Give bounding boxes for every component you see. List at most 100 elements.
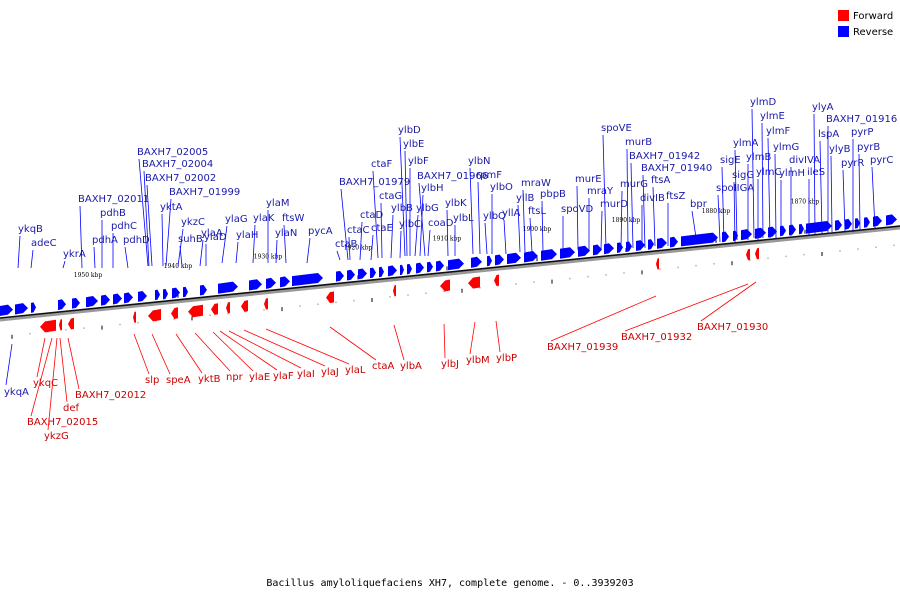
- reverse-gene-arrow: [855, 218, 860, 229]
- scale-label: 1880 kbp: [702, 208, 731, 215]
- forward-gene-label: def: [63, 403, 80, 414]
- reverse-gene-leader: [390, 214, 394, 259]
- reverse-gene-arrow: [593, 244, 602, 256]
- reverse-gene-leader: [275, 239, 278, 264]
- reverse-gene-leader: [522, 189, 526, 253]
- forward-gene-label: ylbA: [400, 361, 422, 372]
- scale-label: 1900 kbp: [523, 226, 552, 233]
- reverse-gene-label: suhB: [178, 234, 203, 245]
- reverse-gene-arrow: [336, 270, 344, 282]
- legend-reverse: Reverse: [838, 26, 893, 38]
- reverse-gene-leader: [734, 149, 738, 241]
- reverse-gene-label: ylbB: [391, 203, 413, 214]
- reverse-gene-arrow: [636, 240, 645, 252]
- reverse-gene-arrow: [495, 254, 504, 266]
- forward-gene-leader: [393, 324, 405, 361]
- reverse-gene-leader: [340, 188, 349, 261]
- forward-gene-leader: [47, 337, 58, 431]
- reverse-gene-arrow: [388, 265, 397, 277]
- reverse-gene-leader: [541, 200, 544, 253]
- reverse-gene-label: ylaH: [236, 230, 258, 241]
- reverse-gene-label: ftsZ: [666, 191, 685, 202]
- reverse-gene-label: ylmE: [760, 111, 785, 122]
- reverse-gene-leader: [842, 169, 846, 233]
- forward-gene-leader: [228, 330, 302, 369]
- legend-forward-label: Forward: [853, 11, 894, 22]
- forward-gene-arrow: [59, 319, 62, 331]
- reverse-gene-arrow: [370, 267, 376, 279]
- forward-gene-leader: [175, 333, 203, 374]
- reverse-gene-arrow: [648, 239, 654, 250]
- forward-gene-arrow: [188, 304, 203, 318]
- reverse-gene-label: ylmF: [766, 126, 790, 137]
- reverse-gene-arrow: [873, 215, 882, 227]
- forward-gene-label: speA: [166, 375, 191, 386]
- reverse-gene-leader: [372, 170, 379, 259]
- reverse-gene-leader: [146, 184, 153, 267]
- forward-gene-arrow: [468, 276, 480, 289]
- reverse-gene-label: pdhB: [100, 208, 126, 219]
- reverse-gene-arrow: [835, 219, 842, 231]
- reverse-gene-label: ylbH: [421, 183, 444, 194]
- reverse-gene-leader: [161, 213, 164, 267]
- reverse-gene-leader: [124, 246, 129, 269]
- reverse-gene-arrow: [163, 288, 168, 300]
- reverse-gene-arrow: [436, 260, 444, 272]
- reverse-gene-leader: [652, 186, 656, 247]
- reverse-gene-label: BAXH7_01940: [641, 163, 712, 174]
- reverse-gene-leader: [600, 210, 603, 251]
- reverse-gene-label: divIVA: [789, 155, 820, 166]
- forward-gene-leader: [495, 320, 501, 353]
- reverse-gene-arrow: [249, 279, 262, 291]
- reverse-gene-leader: [484, 222, 488, 255]
- reverse-gene-label: ctaF: [371, 159, 393, 170]
- reverse-gene-label: mraW: [521, 178, 551, 189]
- reverse-gene-leader: [576, 185, 579, 251]
- reverse-gene-arrow: [155, 289, 160, 301]
- reverse-gene-leader: [370, 234, 374, 261]
- forward-gene-label: BAXH7_02012: [75, 390, 146, 401]
- reverse-gene-label: adeC: [31, 238, 57, 249]
- reverse-gene-leader: [418, 182, 426, 257]
- axis-line: [0, 225, 900, 319]
- reverse-gene-leader: [414, 214, 419, 257]
- legend-reverse-label: Reverse: [853, 27, 894, 38]
- reverse-gene-label: ylaA: [201, 228, 223, 239]
- reverse-gene-arrow: [722, 231, 729, 243]
- reverse-gene-arrow: [183, 286, 188, 298]
- forward-gene-arrow: [656, 258, 659, 270]
- reverse-gene-leader: [517, 204, 521, 253]
- forward-gene-leader: [443, 323, 446, 359]
- reverse-gene-leader: [733, 181, 736, 243]
- forward-gene-leader: [151, 333, 171, 375]
- forward-gene-leader: [329, 326, 377, 361]
- reverse-gene-label: ctaE: [371, 223, 393, 234]
- forward-gene-label: ctaA: [372, 361, 395, 372]
- forward-gene-leader: [550, 295, 657, 342]
- reverse-gene-leader: [419, 194, 424, 257]
- reverse-gene-leader: [199, 239, 204, 267]
- reverse-gene-label: bpr: [690, 199, 708, 210]
- reverse-gene-leader: [819, 140, 823, 235]
- reverse-gene-leader: [626, 148, 629, 249]
- reverse-gene-arrow: [347, 269, 355, 281]
- reverse-gene-label: ylbF: [408, 156, 429, 167]
- reverse-gene-leader: [630, 162, 634, 249]
- axis-shadow: [0, 226, 900, 322]
- reverse-gene-label: ylaD: [204, 232, 227, 243]
- reverse-gene-label: BAXH7_01966: [417, 171, 488, 182]
- reverse-gene-label: pyrB: [857, 142, 880, 153]
- forward-gene-label: BAXH7_02015: [27, 417, 98, 428]
- reverse-gene-label: ctaC: [347, 225, 370, 236]
- reverse-gene-arrow: [15, 303, 28, 315]
- reverse-gene-label: ylmG: [773, 142, 799, 153]
- reverse-gene-label: ylmA: [733, 138, 758, 149]
- forward-gene-arrow: [171, 307, 178, 320]
- reverse-gene-arrow: [218, 281, 238, 294]
- reverse-gene-label: ylyA: [812, 102, 834, 113]
- reverse-gene-label: ftsA: [651, 175, 670, 186]
- reverse-gene-leader: [221, 225, 228, 264]
- scale-label: 1950 kbp: [74, 272, 103, 279]
- forward-swatch-icon: [838, 10, 849, 21]
